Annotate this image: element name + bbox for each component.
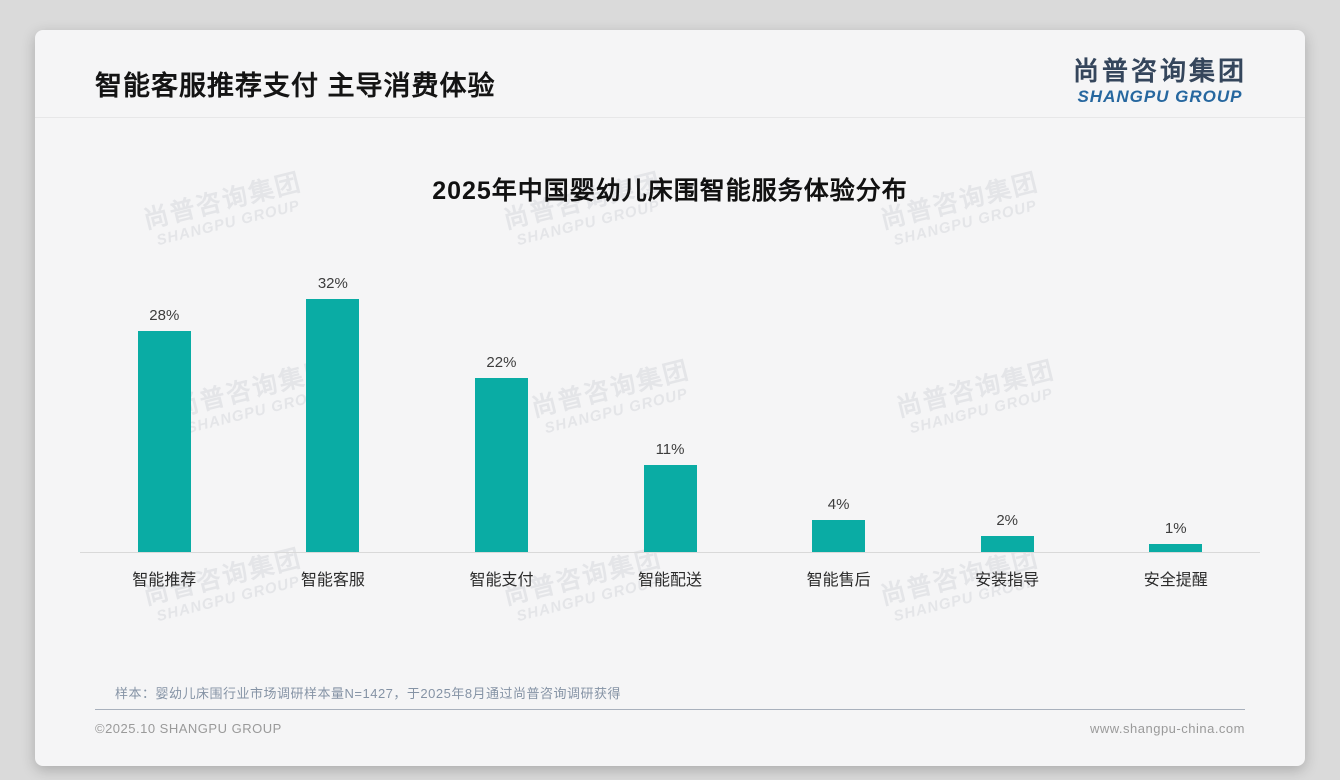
category-label: 智能客服 <box>300 572 365 589</box>
bar <box>474 378 528 552</box>
x-axis-labels: 智能推荐 智能客服 智能支付 智能配送 智能售后 安装指导 安全提醒 <box>80 553 1260 590</box>
bar <box>137 331 191 552</box>
bar-value-label: 4% <box>827 496 850 513</box>
bar <box>980 536 1034 552</box>
copyright-text: ©2025.10 SHANGPU GROUP <box>95 721 282 736</box>
bar-column: 28% <box>80 258 249 552</box>
page-title: 智能客服推荐支付 主导消费体验 <box>95 71 496 101</box>
bar-column: 4% <box>754 258 923 552</box>
bar-plot-area: 28% 32% 22% 11% 4% 2% 1% <box>80 258 1260 553</box>
website-url: www.shangpu-china.com <box>1089 721 1245 736</box>
category-label: 智能售后 <box>806 572 871 589</box>
bar <box>306 299 360 552</box>
footer-divider <box>95 709 1245 710</box>
bar-chart: 2025年中国婴幼儿床围智能服务体验分布 28% 32% 22% 11% 4% 2% 1% … <box>80 174 1260 590</box>
chart-title: 2025年中国婴幼儿床围智能服务体验分布 <box>432 177 908 205</box>
bar-value-label: 11% <box>655 441 685 458</box>
bar-value-label: 22% <box>486 354 517 371</box>
footer: ©2025.10 SHANGPU GROUP www.shangpu-china… <box>95 721 1245 736</box>
bar-value-label: 28% <box>149 307 180 324</box>
bar-column: 32% <box>249 258 418 552</box>
bar-column: 2% <box>923 258 1092 552</box>
bar <box>812 520 866 552</box>
bar-value-label: 32% <box>317 275 348 292</box>
bar-value-label: 1% <box>1164 520 1187 537</box>
bar-column: 1% <box>1091 258 1260 552</box>
sample-note: 样本：婴幼儿床围行业市场调研样本量N=1427，于2025年8月通过尚普咨询调研… <box>115 686 622 701</box>
bar-value-label: 2% <box>996 512 1019 529</box>
logo-chinese-name: 尚普咨询集团 <box>1072 56 1247 86</box>
bar <box>1149 544 1203 552</box>
bar-column: 22% <box>417 258 586 552</box>
bar <box>643 465 697 552</box>
category-label: 安装指导 <box>975 572 1040 589</box>
slide-card: 尚普咨询集团 SHANGPU GROUP 尚普咨询集团 SHANGPU GROUP … <box>35 30 1305 766</box>
company-logo: 尚普咨询集团 SHANGPU GROUP <box>1073 56 1247 107</box>
header: 智能客服推荐支付 主导消费体验 尚普咨询集团 SHANGPU GROUP <box>35 30 1305 118</box>
logo-english-name: SHANGPU GROUP <box>1077 87 1243 106</box>
category-label: 安全提醒 <box>1143 572 1208 589</box>
category-label: 智能配送 <box>638 572 703 589</box>
bar-column: 11% <box>586 258 755 552</box>
category-label: 智能支付 <box>469 572 534 589</box>
category-label: 智能推荐 <box>132 572 197 589</box>
